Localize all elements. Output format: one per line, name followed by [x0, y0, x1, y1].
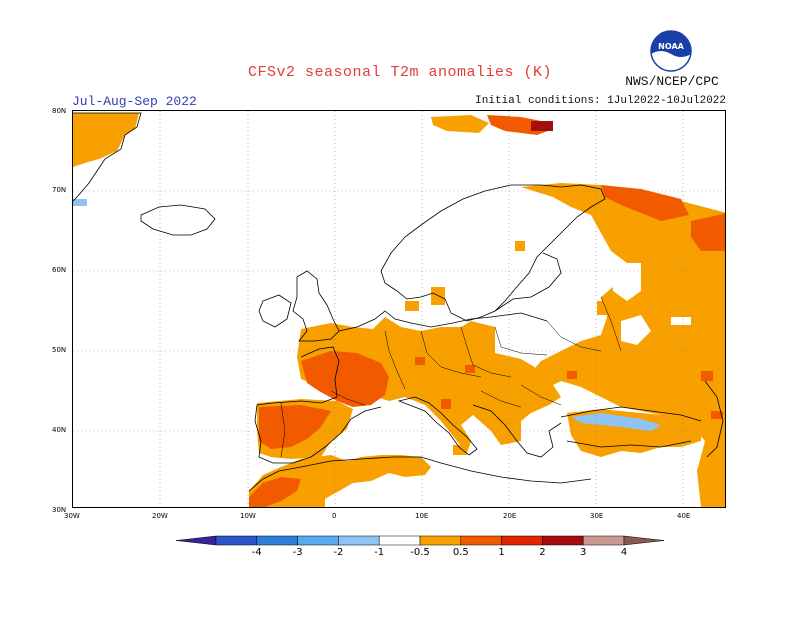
- colorbar-arrow-right: [623, 535, 665, 546]
- anomaly-fields: [73, 113, 725, 507]
- anomaly-patch-6: [441, 399, 451, 409]
- anomaly-scandinavia-4: [301, 493, 325, 507]
- forecast-period: Jul-Aug-Sep 2022: [72, 94, 197, 109]
- anomaly-patch-1: [415, 357, 425, 365]
- lat-label-60n: 60N: [52, 266, 67, 274]
- lon-label-10w: 10W: [240, 512, 256, 520]
- anomaly-black-sea-cold: [571, 413, 661, 431]
- lon-label-20w: 20W: [152, 512, 168, 520]
- colorbar-label: -4: [251, 547, 262, 558]
- lat-label-40n: 40N: [52, 426, 67, 434]
- lon-label-30e: 30E: [590, 512, 604, 520]
- colorbar-segments: [175, 535, 665, 546]
- anomaly-scandinavia-3: [515, 241, 525, 251]
- colorbar-label: -2: [333, 547, 344, 558]
- lat-label-50n: 50N: [52, 346, 67, 354]
- colorbar-segment: [501, 535, 543, 546]
- graticule: [73, 111, 725, 507]
- agency-label: NWS/NCEP/CPC: [625, 74, 719, 89]
- anomaly-iberia-strong: [259, 405, 331, 449]
- anomaly-russia-white-holes: [613, 263, 691, 345]
- noaa-logo-text: NOAA: [658, 42, 684, 51]
- anomaly-kola-strong: [601, 185, 689, 221]
- colorbar-segment: [378, 535, 421, 546]
- lon-label-0: 0: [332, 512, 337, 520]
- colorbar-segment: [460, 535, 502, 546]
- anomaly-svalbard-dark: [531, 121, 553, 131]
- colorbar-label: -1: [374, 547, 385, 558]
- lon-label-10e: 10E: [415, 512, 429, 520]
- noaa-logo-icon: NOAA: [650, 30, 692, 72]
- colorbar-legend: [175, 535, 665, 546]
- colorbar-segment: [582, 535, 625, 546]
- colorbar-segment: [297, 535, 339, 546]
- anomaly-russia-extra: [597, 301, 611, 315]
- anomaly-svalbard: [431, 115, 489, 133]
- anomaly-patch-2: [465, 365, 475, 373]
- colorbar-segment: [542, 535, 584, 546]
- anomaly-russia: [521, 183, 725, 507]
- anomaly-central-europe: [297, 317, 561, 453]
- lat-label-30n: 30N: [52, 506, 67, 514]
- country-borders: [280, 296, 622, 458]
- anomaly-scandinavia-1: [431, 287, 445, 305]
- lon-label-20e: 20E: [503, 512, 517, 520]
- anomaly-patch-3: [567, 371, 577, 379]
- anomaly-france-strong: [301, 351, 389, 407]
- initial-conditions: Initial conditions: 1Jul2022-10Jul2022: [475, 95, 726, 107]
- colorbar-label: -3: [292, 547, 303, 558]
- lat-label-70n: 70N: [52, 186, 67, 194]
- anomaly-north-africa-strong: [249, 477, 301, 507]
- colorbar-label: 2: [539, 547, 546, 558]
- colorbar-segment: [256, 535, 298, 546]
- anomaly-scandinavia-2: [405, 301, 419, 311]
- colorbar-label: -0.5: [410, 547, 430, 558]
- colorbar-label: 1: [498, 547, 505, 558]
- anomaly-patch-4: [701, 371, 713, 381]
- colorbar-segment: [215, 535, 258, 546]
- anomaly-map-canvas: [73, 111, 725, 507]
- coastlines: [73, 112, 724, 492]
- anomaly-med-1: [453, 445, 467, 455]
- colorbar-segment: [419, 535, 462, 546]
- lat-label-80n: 80N: [52, 107, 67, 115]
- colorbar-segment: [338, 535, 380, 546]
- map-title: CFSv2 seasonal T2m anomalies (K): [247, 64, 553, 81]
- colorbar-label: 4: [620, 547, 628, 558]
- anomaly-map: [72, 110, 726, 508]
- anomaly-negative-greenland: [73, 199, 87, 206]
- colorbar-label: 3: [580, 547, 587, 558]
- anomaly-patch-7: [703, 223, 719, 233]
- lon-label-40e: 40E: [677, 512, 691, 520]
- lon-label-30w: 30W: [64, 512, 80, 520]
- colorbar-arrow-left: [175, 535, 217, 546]
- colorbar-label: 0.5: [452, 547, 469, 558]
- anomaly-patch-5: [711, 411, 723, 419]
- anomaly-greenland: [73, 113, 139, 167]
